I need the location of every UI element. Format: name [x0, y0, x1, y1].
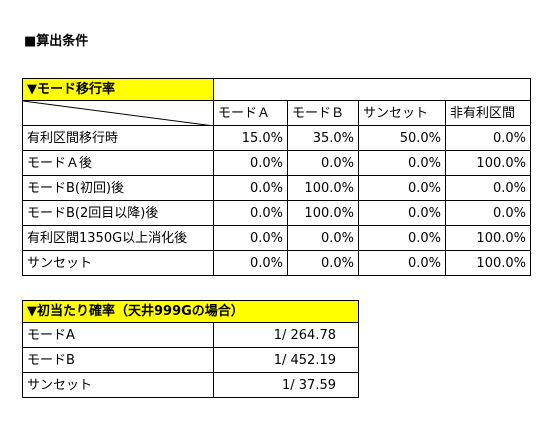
diagonal: [23, 101, 211, 125]
heading: ■算出条件: [24, 34, 89, 49]
table-title: ▼モード移行率: [22, 78, 214, 101]
value-cell: 0.0%: [213, 250, 288, 276]
value-cell: 100.0%: [445, 150, 531, 176]
value-cell: 0.0%: [358, 225, 446, 251]
value-cell: 100.0%: [445, 250, 531, 276]
row-label: モードB: [22, 347, 214, 373]
column-header: 非有利区間: [445, 100, 531, 126]
value-cell: 0.0%: [358, 150, 446, 176]
diagonal-line: [23, 101, 211, 125]
value-cell: 1/ 264.78: [213, 322, 359, 348]
column-header: モードＢ: [287, 100, 359, 126]
row-label: サンセット: [22, 372, 214, 398]
value-cell: 15.0%: [213, 125, 288, 151]
value-cell: 0.0%: [213, 200, 288, 226]
column-header: モードＡ: [213, 100, 288, 126]
table-title: ▼初当たり確率（天井999Gの場合）: [22, 300, 359, 323]
value-cell: 0.0%: [445, 200, 531, 226]
value-cell: 100.0%: [287, 175, 359, 201]
value-cell: 1/ 37.59: [213, 372, 359, 398]
value-cell: 35.0%: [287, 125, 359, 151]
value-cell: 0.0%: [287, 225, 359, 251]
value-cell: 0.0%: [358, 175, 446, 201]
value-cell: 100.0%: [287, 200, 359, 226]
value-cell: 0.0%: [213, 175, 288, 201]
value-cell: 0.0%: [287, 250, 359, 276]
row-label: モードB(初回)後: [22, 175, 214, 201]
row-label: モードB(2回目以降)後: [22, 200, 214, 226]
value-cell: 0.0%: [445, 175, 531, 201]
value-cell: 0.0%: [358, 250, 446, 276]
blank-cell: [213, 78, 531, 101]
value-cell: 0.0%: [287, 150, 359, 176]
column-header: サンセット: [358, 100, 446, 126]
row-label: 有利区間1350G以上消化後: [22, 225, 214, 251]
row-label: モードＡ後: [22, 150, 214, 176]
value-cell: 0.0%: [445, 125, 531, 151]
row-label: 有利区間移行時: [22, 125, 214, 151]
row-label: サンセット: [22, 250, 214, 276]
value-cell: 50.0%: [358, 125, 446, 151]
value-cell: 100.0%: [445, 225, 531, 251]
corner-cell: [22, 100, 214, 126]
value-cell: 0.0%: [213, 225, 288, 251]
value-cell: 1/ 452.19: [213, 347, 359, 373]
row-label: モードA: [22, 322, 214, 348]
value-cell: 0.0%: [213, 150, 288, 176]
value-cell: 0.0%: [358, 200, 446, 226]
